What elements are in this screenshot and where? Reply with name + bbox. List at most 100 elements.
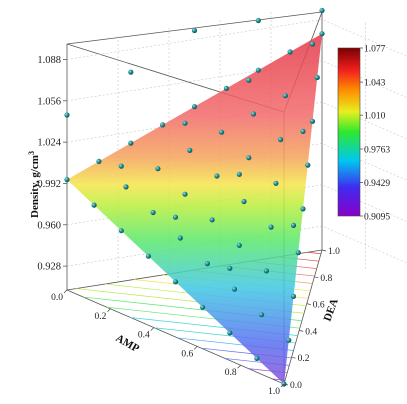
data-point xyxy=(305,162,311,168)
data-point xyxy=(187,147,193,153)
data-point xyxy=(200,304,206,310)
data-point xyxy=(300,206,306,212)
data-point xyxy=(118,228,124,234)
data-point xyxy=(236,242,242,248)
data-point xyxy=(286,337,292,343)
x-tick-mark xyxy=(63,289,68,294)
x-tick-label: 0.0 xyxy=(51,293,63,303)
colorbar-tick-label: 1.010 xyxy=(364,112,386,122)
data-point xyxy=(172,214,179,220)
data-point xyxy=(128,69,134,75)
y-tick-label: 0.4 xyxy=(305,327,317,337)
data-point xyxy=(145,253,151,259)
data-point xyxy=(255,67,261,73)
data-point xyxy=(255,17,261,24)
data-point xyxy=(160,122,166,128)
contour-line xyxy=(307,251,321,255)
z-axis-label-text: Density, g/cm xyxy=(29,155,41,218)
data-point xyxy=(273,180,279,186)
colorbar-ticks: 0.9095 0.9429 0.9763 1.010 1.043 1.077 xyxy=(360,45,390,223)
x-tick-mark xyxy=(107,308,111,313)
y-tick-mark xyxy=(291,356,296,359)
data-point xyxy=(282,93,288,99)
y-tick-label: 0.0 xyxy=(290,381,302,391)
z-tick-label: 1.088 xyxy=(37,55,61,66)
y-tick-label: 1.0 xyxy=(328,247,340,257)
y-tick-label: 0.2 xyxy=(298,354,310,364)
y-tick-mark xyxy=(299,330,304,332)
data-point xyxy=(191,27,198,34)
data-point xyxy=(91,202,97,208)
data-point xyxy=(155,166,161,172)
data-point xyxy=(290,222,297,228)
data-point xyxy=(268,224,274,230)
x-tick-mark xyxy=(193,346,198,350)
data-point xyxy=(182,120,188,126)
data-point xyxy=(309,118,316,124)
data-point xyxy=(254,355,260,361)
data-point xyxy=(96,158,102,164)
data-point xyxy=(259,312,265,318)
data-point xyxy=(278,136,284,143)
data-point xyxy=(128,140,134,146)
data-points xyxy=(64,7,325,387)
data-point xyxy=(64,112,70,118)
z-axis-ticks: 0.928 0.960 0.992 1.024 1.056 1.088 xyxy=(37,55,67,273)
data-point xyxy=(172,279,179,285)
data-point xyxy=(236,171,242,177)
x-tick-label: 0.8 xyxy=(225,368,237,378)
x-tick-label: 0.4 xyxy=(138,331,150,341)
y-tick-mark xyxy=(283,383,289,386)
data-point xyxy=(231,286,238,292)
data-point xyxy=(246,77,252,83)
data-point xyxy=(118,163,124,169)
y-tick-mark xyxy=(321,249,327,252)
y-tick-mark xyxy=(314,276,319,279)
y-tick-label: 0.8 xyxy=(320,274,332,284)
data-point xyxy=(150,209,156,216)
colorbar: 0.9095 0.9429 0.9763 1.010 1.043 1.077 xyxy=(337,45,390,223)
data-point xyxy=(250,111,257,117)
data-point xyxy=(263,268,269,274)
data-point xyxy=(227,265,233,271)
data-point xyxy=(209,217,215,223)
data-point xyxy=(319,7,325,14)
z-tick-label: 1.024 xyxy=(37,138,61,149)
data-point xyxy=(204,261,210,267)
z-tick-label: 0.992 xyxy=(37,179,61,190)
data-point xyxy=(300,128,306,134)
x-tick-label: 0.2 xyxy=(95,312,107,322)
data-point xyxy=(223,85,229,91)
data-point xyxy=(319,31,325,37)
data-point xyxy=(182,191,188,197)
x-tick-mark xyxy=(280,383,285,388)
z-axis-label: Density, g/cm3 xyxy=(27,151,41,218)
y-axis-ticks: 0.0 0.2 0.4 0.6 0.8 1.0 xyxy=(283,247,340,391)
data-point xyxy=(214,173,220,179)
z-axis-label-sup: 3 xyxy=(27,151,36,155)
colorbar-tick-label: 0.9429 xyxy=(364,179,390,189)
data-point xyxy=(314,74,320,81)
x-tick-label: 0.6 xyxy=(181,349,193,359)
data-point xyxy=(123,184,129,190)
y-tick-label: 0.6 xyxy=(313,301,325,311)
y-tick-mark xyxy=(306,303,311,305)
density-surface xyxy=(67,33,322,385)
data-point xyxy=(290,293,297,299)
data-point xyxy=(309,41,316,47)
x-tick-mark xyxy=(150,327,155,331)
colorbar-tick-label: 0.9095 xyxy=(364,213,390,223)
x-axis-ticks: 0.0 0.2 0.4 0.6 0.8 1.0 xyxy=(51,289,285,397)
data-point xyxy=(246,155,252,161)
data-point xyxy=(227,330,233,336)
data-point xyxy=(287,49,293,55)
data-point xyxy=(241,198,247,205)
z-tick-label: 1.056 xyxy=(37,96,61,107)
data-point xyxy=(191,104,198,110)
x-tick-mark xyxy=(237,364,241,369)
data-point xyxy=(219,129,225,135)
z-tick-label: 0.928 xyxy=(37,262,61,273)
data-point xyxy=(295,250,301,256)
x-tick-label: 1.0 xyxy=(268,387,280,397)
